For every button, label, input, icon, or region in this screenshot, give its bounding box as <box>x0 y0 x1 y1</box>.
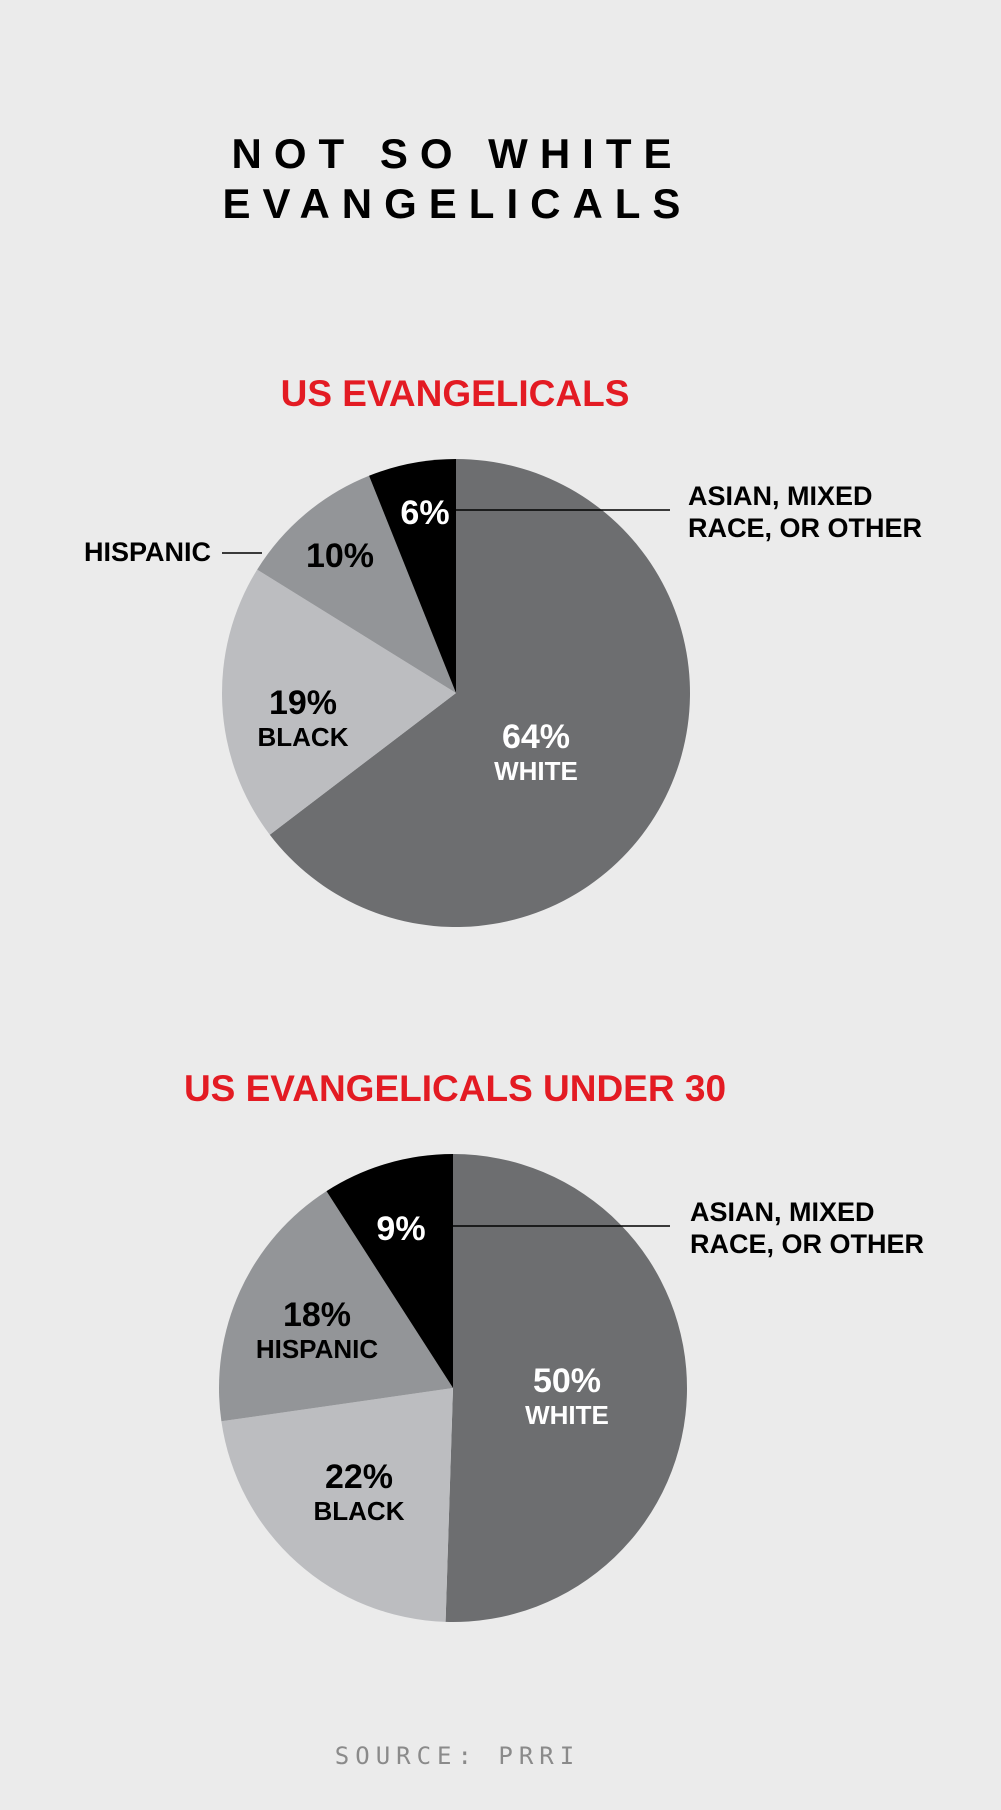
source-note: SOURCE: PRRI <box>334 1742 581 1770</box>
pie-1-slice-hispanic <box>257 475 456 693</box>
pie-1-slice-3-percent: 10% <box>306 537 374 575</box>
pie-2-slice-4-percent: 9% <box>376 1210 425 1248</box>
pie-1-slice-white <box>269 459 690 927</box>
pie-chart-us-evangelicals: 64%WHITE 19%BLACK 10% 6% <box>222 459 690 927</box>
page-title-line-2: EVANGELICALS <box>222 180 693 227</box>
pie-1-slice-1-percent: 64% <box>502 718 570 756</box>
pie-2-slice-asian-mixed-race-or-other <box>326 1154 453 1388</box>
pie-2-slice-3-name: HISPANIC <box>256 1334 379 1364</box>
pie-1-slice-asian-mixed-race-or-other <box>369 459 456 693</box>
pie-1-other-callout-line-2: RACE, OR OTHER <box>688 513 923 543</box>
pie-2-slice-hispanic <box>219 1191 453 1422</box>
pie-2-slice-black <box>221 1388 453 1622</box>
pie-2-other-callout-line-1: ASIAN, MIXED <box>690 1197 875 1227</box>
pie-chart-us-evangelicals-under-30: 50%WHITE 22%BLACK 18%HISPANIC 9% <box>219 1154 687 1622</box>
pie-2-slice-3-percent: 18% <box>283 1296 351 1334</box>
pie-1-slice-1-name: WHITE <box>494 756 578 786</box>
pie-2-slice-1-percent: 50% <box>533 1362 601 1400</box>
chart-1-title: US EVANGELICALS <box>280 373 630 414</box>
pie-2-labels: 50%WHITE 22%BLACK 18%HISPANIC 9% <box>256 1210 609 1526</box>
page-title-line-1: NOT SO WHITE <box>231 130 684 177</box>
pie-2-slice-2-percent: 22% <box>325 1458 393 1496</box>
pie-2-other-callout-line-2: RACE, OR OTHER <box>690 1229 925 1259</box>
chart-2-title: US EVANGELICALS UNDER 30 <box>183 1068 727 1109</box>
pie-1-slice-4-percent: 6% <box>400 494 449 532</box>
pie-1-slice-2-percent: 19% <box>269 684 337 722</box>
pie-1-labels: 64%WHITE 19%BLACK 10% 6% <box>258 494 578 786</box>
pie-1-other-callout-line-1: ASIAN, MIXED <box>688 481 873 511</box>
pie-1-slice-2-name: BLACK <box>258 722 349 752</box>
pie-2-slice-2-name: BLACK <box>314 1496 405 1526</box>
pie-2-slice-white <box>445 1154 687 1622</box>
pie-2-slices <box>219 1154 687 1622</box>
pie-1-slice-black <box>222 569 456 835</box>
pie-1-slices <box>222 459 690 927</box>
pie-1-hispanic-callout: HISPANIC <box>84 537 212 567</box>
pie-2-slice-1-name: WHITE <box>525 1400 609 1430</box>
